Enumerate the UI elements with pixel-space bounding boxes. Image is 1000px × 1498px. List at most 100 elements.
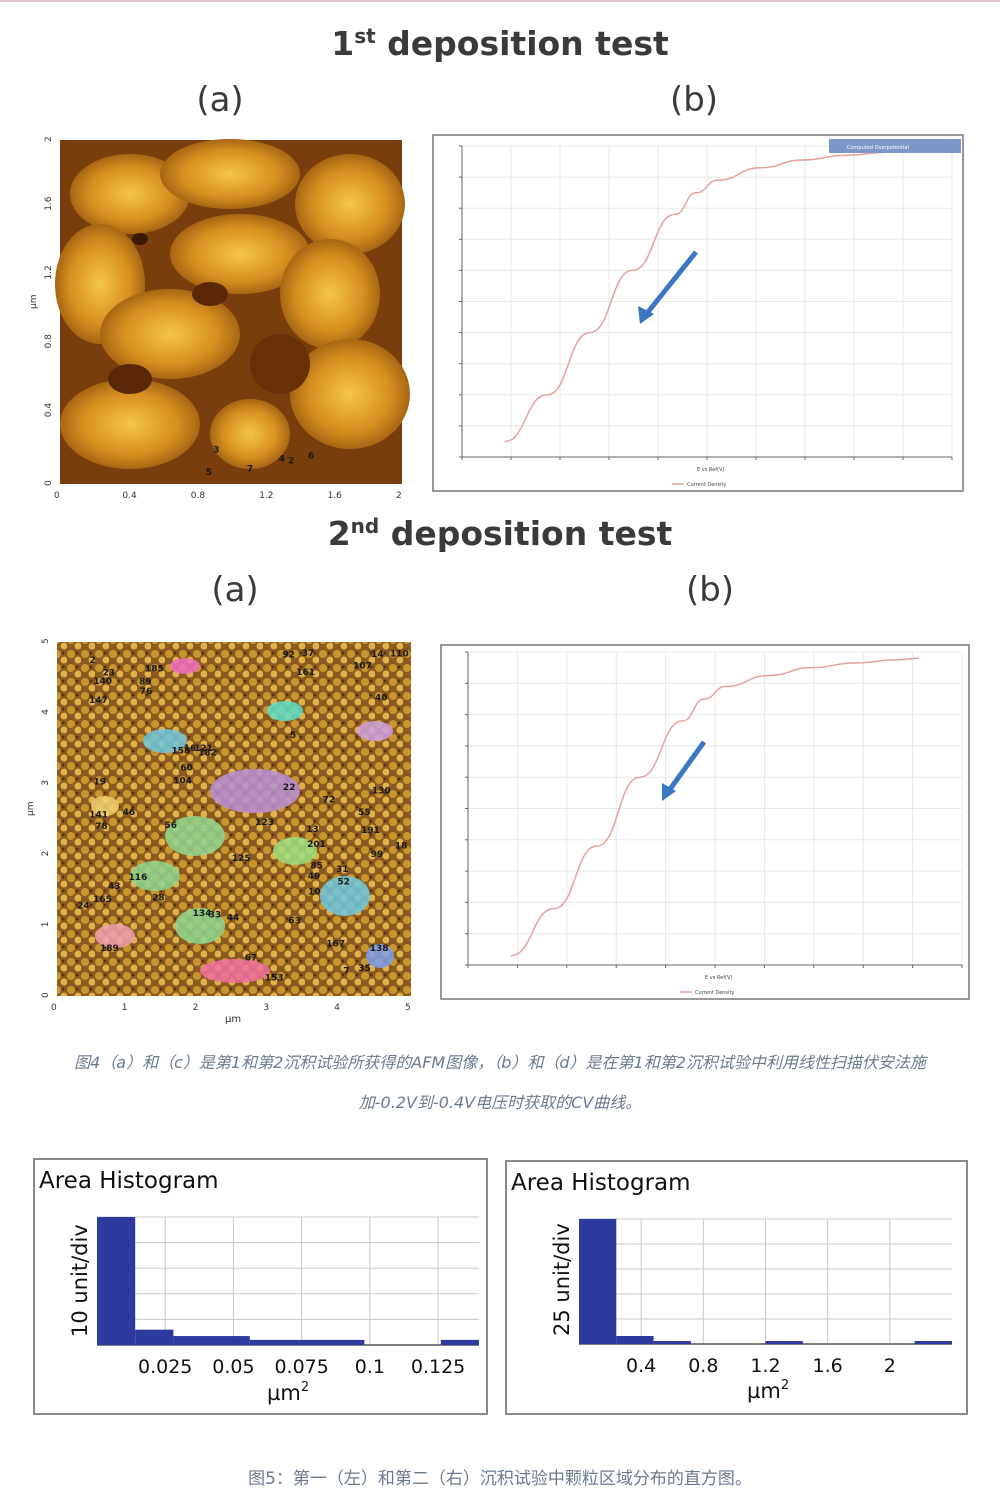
x-tick-label: 0.4	[626, 1355, 656, 1377]
histogram-bar	[173, 1336, 250, 1345]
particle-label: 63	[288, 916, 301, 926]
y-tick-label: 0.8	[44, 334, 54, 349]
cv1-arrow-shaft	[642, 250, 698, 319]
particle-label: 191	[361, 826, 380, 836]
cv2-series-line	[510, 657, 920, 957]
panel-label-a2: (a)	[211, 570, 259, 610]
particle-label: 35	[358, 964, 371, 974]
cv2-arrow-icon	[662, 783, 676, 801]
particle-label: 92	[282, 650, 295, 660]
x-tick-label: 1.6	[813, 1355, 843, 1377]
particle-label: 134	[193, 909, 212, 919]
x-tick-label: 4	[334, 1003, 340, 1013]
cv1-series-line	[504, 149, 931, 443]
particle-label: 37	[302, 649, 315, 659]
particle-label: 85	[310, 862, 323, 872]
particle-label: 116	[129, 873, 148, 883]
histogram-2-title: Area Histogram	[511, 1170, 691, 1196]
particle-label: 5	[206, 468, 212, 478]
afm2-y-label: µm	[26, 802, 36, 817]
histogram-bar	[616, 1336, 654, 1344]
afm-image-2: 2011911891851821671651611581531471411401…	[25, 636, 425, 1028]
title-number: 2	[327, 514, 351, 553]
particle-label: 14	[371, 650, 384, 660]
x-tick-label: 0.075	[274, 1356, 328, 1378]
histogram-bar	[653, 1341, 691, 1344]
afm-image-1: µm 0 0.4 0.8 1.2 1.6 2 0 0.4 0.8 1.2 1.6 2 2 3 4 5 6 7	[30, 134, 410, 506]
afm1-axis: µm 0 0.4 0.8 1.2 1.6 2 0 0.4 0.8 1.2 1.6 2	[30, 136, 402, 501]
cv-chart-1: Computed Overpotential E vs Ref(V) Curre…	[432, 134, 964, 492]
particle-label: 130	[372, 787, 391, 797]
title-rest: deposition test	[375, 24, 669, 63]
histogram-bar	[97, 1217, 136, 1345]
particle-label: 2	[89, 656, 95, 666]
particle-label: 56	[165, 821, 178, 831]
x-tick-label: 0.8	[688, 1355, 718, 1377]
particle-label: 78	[95, 822, 108, 832]
afm2-colored-particles	[91, 658, 394, 983]
title-sup: st	[354, 24, 376, 48]
particle-label: 44	[227, 914, 240, 924]
particle-label: 167	[326, 940, 345, 950]
x-tick-label: 1	[122, 1003, 128, 1013]
particle-label: 7	[343, 967, 349, 977]
particle-label: 4	[279, 455, 285, 465]
histogram-bar	[765, 1341, 803, 1344]
top-rule	[0, 0, 1000, 2]
particle-label: 89	[139, 678, 152, 688]
particle-label: 67	[245, 953, 258, 963]
area-histogram-1: Area Histogram 10 unit/div µm2 0.025 0.05…	[33, 1158, 488, 1415]
afm1-particle-labels: 2 3 4 5 6 7	[206, 446, 314, 478]
particle-label: 99	[371, 850, 384, 860]
particle-label: 24	[77, 901, 90, 911]
section-title-1: 1st deposition test	[0, 24, 1000, 63]
particle-label: 107	[353, 662, 372, 672]
cv-chart-2: E vs Ref(V) Current Density	[440, 644, 970, 1000]
particle-label: 123	[255, 818, 274, 828]
particle-label: 125	[232, 854, 251, 864]
y-tick-label: 2	[44, 136, 54, 142]
y-tick-label: 0	[41, 992, 51, 998]
x-tick-label: 0	[54, 491, 60, 501]
particle-label: 40	[375, 693, 388, 703]
cv2-legend-text: Current Density	[695, 990, 734, 996]
histogram-bar	[579, 1219, 617, 1344]
particle-label: 76	[140, 687, 153, 697]
histogram-1-plot: 10 unit/div µm2 0.025 0.05 0.075 0.1 0.125	[68, 1216, 479, 1405]
cv2-arrow-shaft	[665, 740, 707, 794]
title-rest: deposition test	[379, 514, 673, 553]
histogram-2-y-label: 25 unit/div	[550, 1223, 574, 1336]
histogram-2-x-label: µm2	[747, 1378, 789, 1403]
y-tick-label: 5	[41, 638, 51, 644]
panel-label-a1: (a)	[196, 80, 244, 120]
x-tick-label: 2	[884, 1355, 896, 1377]
particle-label: 182	[198, 748, 217, 758]
cv1-inset-bar	[829, 139, 961, 153]
particle-label: 7	[247, 464, 253, 474]
particle-label: 28	[152, 894, 165, 904]
histogram-1-title: Area Histogram	[39, 1168, 219, 1194]
particle-label: 3	[213, 446, 219, 456]
histogram-2-plot: 25 unit/div µm2 0.4 0.8 1.2 1.6 2	[550, 1218, 952, 1403]
y-tick-label: 1.6	[44, 196, 54, 211]
x-tick-label: 3	[263, 1003, 269, 1013]
particle-label: 18	[395, 841, 408, 851]
y-tick-label: 0.4	[44, 403, 54, 418]
particle-label: 185	[145, 664, 164, 674]
particle-label: 72	[323, 795, 336, 805]
particle-label: 60	[180, 763, 193, 773]
histogram-bar	[440, 1339, 479, 1345]
afm2-x-label: µm	[225, 1014, 241, 1025]
x-tick-label: 0.1	[355, 1356, 385, 1378]
cv1-x-label: E vs Ref(V)	[697, 467, 724, 473]
histogram-bar	[914, 1341, 952, 1344]
figure4-caption-line2: 加-0.2V到-0.4V电压时获取的CV曲线。	[358, 1093, 642, 1112]
y-tick-label: 1	[41, 921, 51, 927]
particle-label: 158	[172, 746, 191, 756]
title-number: 1	[331, 24, 355, 63]
particle-label: 33	[209, 911, 222, 921]
particle-label: 23	[103, 669, 116, 679]
particle-label: 13	[306, 825, 319, 835]
figure5-caption: 图5：第一（左）和第二（右）沉积试验中颗粒区域分布的直方图。	[248, 1469, 752, 1489]
particle-label: 153	[265, 974, 284, 984]
